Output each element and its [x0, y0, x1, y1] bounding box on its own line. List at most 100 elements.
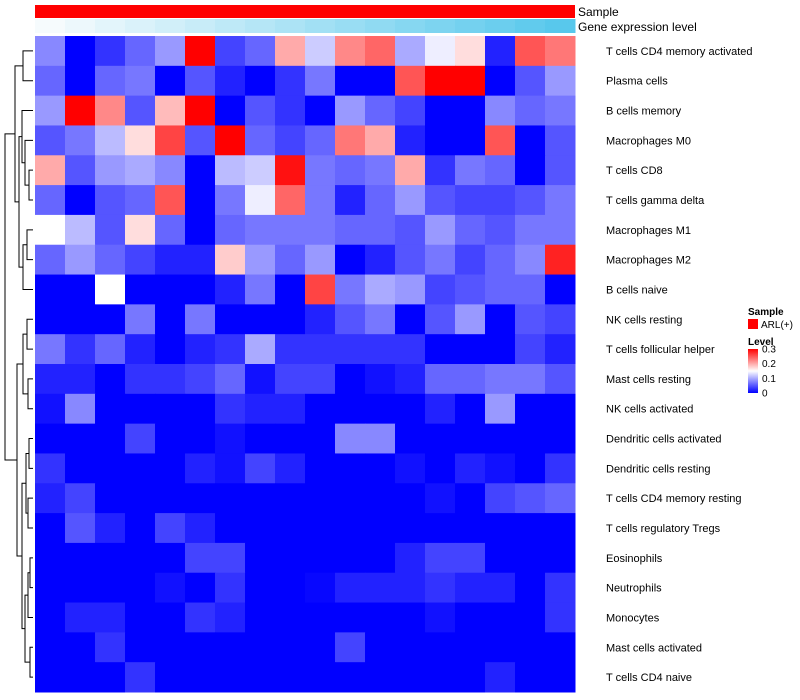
heatmap-cell	[155, 662, 186, 693]
heatmap-cell	[515, 662, 546, 693]
heatmap-cell	[515, 542, 546, 574]
heatmap-cell	[365, 65, 396, 97]
heatmap-cell	[335, 95, 366, 126]
legend-level-tick: 0.2	[762, 359, 776, 370]
heatmap-cell	[395, 393, 426, 425]
heatmap-cell	[305, 274, 336, 305]
heatmap-cell	[335, 483, 366, 514]
heatmap-cell	[515, 453, 546, 484]
heatmap-cell	[335, 185, 366, 216]
heatmap-cell	[425, 483, 456, 514]
dendrogram-branch	[27, 378, 33, 410]
heatmap-cell	[425, 334, 456, 365]
heatmap-cell	[515, 423, 546, 454]
dendrogram-branch	[29, 646, 33, 678]
heatmap-cell	[125, 602, 156, 633]
heatmap-cell	[185, 662, 216, 693]
heatmap-cell	[95, 95, 126, 126]
heatmap-cell	[125, 274, 156, 305]
heatmap-cell	[95, 334, 126, 365]
heatmap-cell	[215, 304, 246, 335]
heatmap-cell	[485, 36, 516, 67]
dendrogram-branch	[28, 169, 33, 201]
heatmap-cell	[515, 602, 546, 633]
heatmap-cell	[245, 304, 276, 335]
heatmap-cell	[365, 155, 396, 186]
heatmap-cell	[245, 542, 276, 574]
heatmap-cell	[155, 602, 186, 633]
expression-level-cell	[245, 19, 276, 33]
heatmap-cell	[215, 274, 246, 305]
heatmap-cell	[515, 214, 546, 246]
heatmap-cell	[185, 125, 216, 156]
row-label: Macrophages M0	[606, 135, 691, 147]
heatmap-cell	[455, 95, 486, 126]
heatmap-cell	[425, 542, 456, 574]
legend-level-gradient	[748, 349, 758, 393]
row-label: T cells follicular helper	[606, 344, 715, 356]
heatmap-cell	[245, 513, 276, 544]
heatmap-cell	[335, 125, 366, 156]
heatmap-cell	[455, 65, 486, 97]
heatmap-cell	[35, 572, 66, 604]
heatmap-cell	[125, 214, 156, 246]
heatmap-cell	[395, 304, 426, 335]
heatmap-cell	[485, 364, 516, 395]
heatmap-cell	[155, 214, 186, 246]
heatmap-cell	[35, 423, 66, 454]
heatmap-cell	[65, 214, 96, 246]
heatmap-cell	[185, 36, 216, 67]
heatmap-cell	[95, 65, 126, 97]
heatmap-cell	[455, 334, 486, 365]
heatmap-cell	[365, 662, 396, 693]
heatmap-cell	[335, 155, 366, 186]
expression-level-cell	[455, 19, 486, 33]
heatmap-cell	[395, 364, 426, 395]
heatmap-cell	[365, 304, 396, 335]
heatmap-cell	[365, 214, 396, 246]
heatmap-cell	[35, 304, 66, 335]
expression-level-annotation-label: Gene expression level	[578, 20, 697, 34]
heatmap-cell	[215, 632, 246, 663]
legend-level-title: Level	[748, 337, 774, 348]
heatmap-cell	[65, 95, 96, 126]
heatmap-cell	[365, 542, 396, 574]
heatmap-cell	[245, 65, 276, 97]
heatmap-cell	[335, 572, 366, 604]
row-dendrogram	[4, 50, 33, 678]
heatmap-cell	[95, 364, 126, 395]
heatmap-cell	[515, 274, 546, 305]
heatmap-cell	[275, 483, 306, 514]
heatmap-cell	[125, 65, 156, 97]
dendrogram-branch	[22, 50, 33, 82]
heatmap-cell	[245, 334, 276, 365]
heatmap-cell	[95, 483, 126, 514]
heatmap-cell	[275, 334, 306, 365]
dendrogram-branch	[21, 110, 33, 164]
heatmap-cell	[155, 155, 186, 186]
heatmap-cell	[155, 95, 186, 126]
row-label: Mast cells resting	[606, 374, 691, 386]
heatmap-cell	[65, 393, 96, 425]
heatmap-cell	[395, 423, 426, 454]
heatmap-cell	[395, 185, 426, 216]
heatmap-cell	[335, 244, 366, 276]
heatmap-cell	[485, 155, 516, 186]
heatmap-cell	[545, 364, 576, 395]
heatmap-cell	[95, 185, 126, 216]
heatmap-cell	[365, 393, 396, 425]
heatmap-cell	[155, 542, 186, 574]
heatmap-cell	[275, 274, 306, 305]
heatmap-cell	[95, 214, 126, 246]
heatmap-cell	[515, 65, 546, 97]
heatmap-cell	[65, 662, 96, 693]
heatmap-cell	[155, 572, 186, 604]
dendrogram-branch	[4, 133, 17, 461]
heatmap-cell	[155, 453, 186, 484]
heatmap-cell	[245, 453, 276, 484]
heatmap-cell	[335, 602, 366, 633]
heatmap-cell	[245, 364, 276, 395]
heatmap-cell	[35, 244, 66, 276]
heatmap-cell	[245, 36, 276, 67]
heatmap-cell	[245, 95, 276, 126]
